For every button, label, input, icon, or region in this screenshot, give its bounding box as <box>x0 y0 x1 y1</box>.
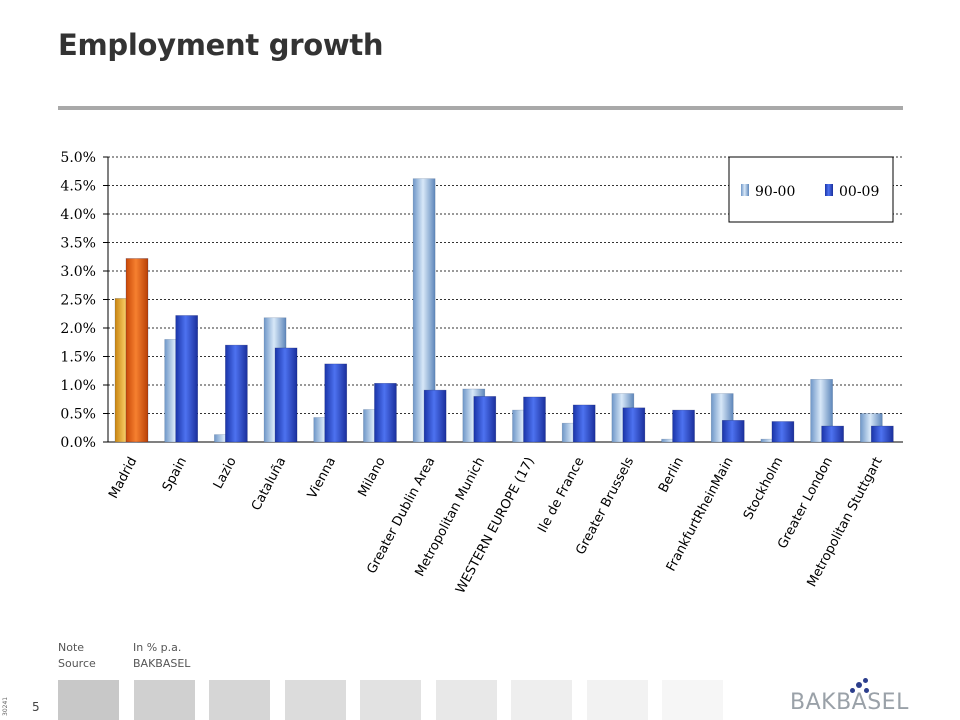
logo-dot <box>864 688 869 693</box>
x-category-label: Greater London <box>775 455 836 552</box>
y-tick-label: 0.5% <box>60 407 96 423</box>
y-tick-label: 0.0% <box>60 435 96 451</box>
y-tick-label: 3.5% <box>60 236 96 252</box>
legend-entry: 00-09 <box>839 184 879 200</box>
legend-entry: 90-00 <box>755 184 795 200</box>
footer-tile <box>360 680 421 720</box>
y-tick-label: 1.5% <box>60 350 96 366</box>
source-label: Source <box>58 657 96 670</box>
bar-series2 <box>225 344 248 443</box>
x-category-label: Cataluña <box>249 455 290 513</box>
x-category-label: Vienna <box>305 455 339 501</box>
bar-series2 <box>672 409 695 443</box>
title-divider <box>58 106 903 110</box>
footer-tile <box>284 680 346 720</box>
x-category-label: Milano <box>356 455 389 500</box>
footer-tile <box>586 680 648 720</box>
bar-series2 <box>771 421 795 443</box>
bar-series2 <box>125 258 149 443</box>
logo-dot <box>850 688 855 693</box>
legend: 90-00 00-09 <box>728 156 894 223</box>
axes: 0.0% 0.5% 1.0% 1.5% 2.0% 2.5% 3.0% 3.5% 4.0% 4.5%… <box>60 150 903 451</box>
bakbasel-logo: BAKBASEL <box>790 676 910 718</box>
page-title: Employment growth <box>58 28 384 62</box>
x-category-label: Ile de France <box>535 455 587 535</box>
y-tick-label: 4.0% <box>60 207 96 223</box>
bar-series2 <box>175 315 198 443</box>
x-category-label: Lazio <box>211 455 240 492</box>
bar-series2 <box>274 347 298 443</box>
y-tick-label: 2.5% <box>60 293 96 309</box>
x-category-label: Berlin <box>656 455 687 495</box>
employment-growth-chart: 0.0% 0.5% 1.0% 1.5% 2.0% 2.5% 3.0% 3.5% 4.0% 4.5%… <box>60 150 903 597</box>
y-tick-label: 3.0% <box>60 264 96 280</box>
logo-dot <box>856 682 862 688</box>
y-tick-label: 1.0% <box>60 378 96 394</box>
document-code: 30241 <box>2 696 9 716</box>
x-category-label: Stockholm <box>741 455 786 522</box>
y-tick-label: 2.0% <box>60 321 96 337</box>
footer-tile <box>511 680 572 720</box>
bar-series2 <box>622 407 646 443</box>
bar-series2 <box>473 396 497 443</box>
y-tick-label: 4.5% <box>60 179 96 195</box>
legend-box <box>728 156 894 223</box>
legend-swatch <box>825 184 833 196</box>
footer-tile <box>435 680 497 720</box>
logo-dot <box>863 678 868 683</box>
footer-tile <box>58 680 119 720</box>
x-category-label: Madrid <box>106 455 140 501</box>
x-category-label: Spain <box>160 455 190 494</box>
bar-series2 <box>423 389 447 443</box>
note-label: Note <box>58 641 85 654</box>
bars <box>114 178 894 443</box>
bar-series2 <box>374 382 397 443</box>
footer-tile <box>209 680 270 720</box>
source-value: BAKBASEL <box>133 657 191 670</box>
brand-wordmark: BAKBASEL <box>790 690 909 715</box>
bar-series2 <box>523 396 546 443</box>
page-number: 5 <box>32 700 40 714</box>
category-labels: Madrid Spain Lazio Cataluña Vienna Milano Grea… <box>106 455 886 597</box>
bar-series2 <box>572 404 596 443</box>
legend-swatch <box>741 184 749 196</box>
bar-series2 <box>821 425 844 443</box>
footer-tile <box>133 680 195 720</box>
footer-tile <box>662 680 723 720</box>
y-tick-label: 5.0% <box>60 150 96 166</box>
bar-series2 <box>871 425 894 443</box>
bar-series2 <box>324 363 348 443</box>
note-value: In % p.a. <box>133 641 182 654</box>
bar-series2 <box>721 420 745 443</box>
